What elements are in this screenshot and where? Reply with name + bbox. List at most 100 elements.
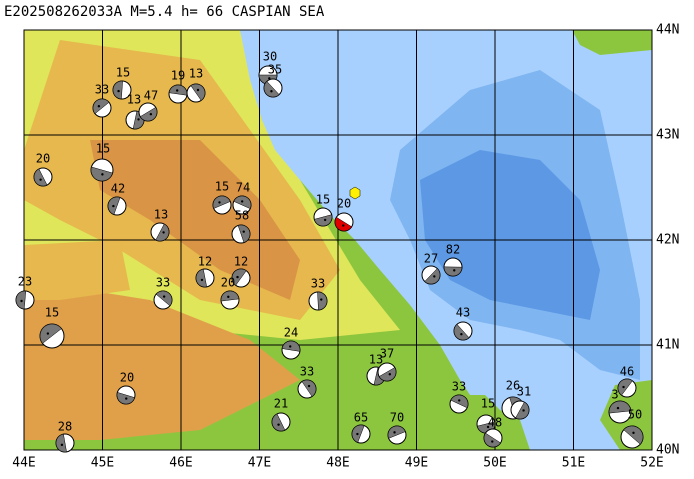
sea-deeper [420, 150, 600, 320]
beachball-p-axis [491, 440, 494, 443]
land [330, 390, 440, 450]
beachball-quadrant [237, 224, 251, 243]
beachball-p-axis [218, 201, 221, 204]
lon-label: 46E [169, 456, 192, 471]
beachball-quadrant [15, 290, 27, 310]
beachball-p-axis [289, 345, 292, 348]
beachball-p-axis [112, 204, 115, 208]
beachball-p-axis [323, 218, 327, 222]
lon-label: 48E [326, 456, 349, 471]
depth-label: 20 [337, 197, 351, 211]
beachball-quadrant [195, 268, 208, 288]
depth-label: 35 [268, 63, 282, 77]
depth-label: 13 [189, 67, 203, 81]
depth-label: 42 [111, 182, 125, 196]
beachball-p-axis [125, 397, 128, 400]
beachball-p-axis [162, 295, 166, 298]
beachball-quadrant [231, 268, 247, 286]
depth-label: 47 [144, 89, 158, 103]
depth-label: 13 [369, 353, 383, 367]
beachball-quadrant [313, 214, 333, 227]
lon-label: 51E [562, 456, 585, 471]
beachball-p-axis [356, 432, 359, 436]
beachball-p-axis [458, 399, 461, 402]
beachball-p-axis [242, 230, 245, 233]
depth-label: 58 [235, 209, 249, 223]
lat-label: 43N [656, 128, 679, 143]
depth-label: 24 [284, 326, 298, 340]
beachball-quadrant [623, 425, 644, 445]
depth-label: 20 [36, 152, 50, 166]
beachball-p-axis [433, 275, 436, 278]
beachball-quadrant [301, 379, 317, 397]
depth-label: 33 [156, 276, 170, 290]
terrain [90, 140, 300, 300]
depth-label: 15 [316, 193, 330, 207]
beachball-p-axis [522, 409, 525, 412]
beachball-p-axis [622, 385, 625, 389]
beachball-p-axis [101, 173, 104, 176]
beachball-p-axis [149, 113, 153, 116]
beachball-quadrant [112, 80, 123, 100]
beachball-p-axis [236, 275, 239, 279]
beachball-p-axis [277, 423, 280, 426]
beachball-quadrant [387, 425, 406, 439]
depth-label: 70 [390, 411, 404, 425]
beachball-p-axis [46, 332, 50, 335]
beachball-p-axis [196, 88, 200, 92]
beachball-p-axis [320, 298, 323, 301]
beachball-quadrant [190, 83, 206, 101]
beachball-p-axis [200, 278, 204, 282]
lon-label: 49E [405, 456, 428, 471]
depth-label: 37 [380, 347, 394, 361]
lon-label: 47E [248, 456, 271, 471]
beachball-quadrant [608, 400, 632, 414]
map-frame [23, 29, 653, 451]
beachball-p-axis [117, 89, 120, 93]
epicenter-marker [349, 186, 361, 200]
beachball-p-axis [240, 200, 244, 203]
depth-label: 23 [18, 275, 32, 289]
depth-label: 15 [116, 66, 130, 80]
lat-label: 40N [656, 443, 679, 458]
beachball-p-axis [268, 77, 271, 80]
beachball-p-axis [60, 443, 64, 447]
depth-label: 30 [263, 50, 277, 64]
beachball-quadrant [139, 107, 158, 122]
depth-label: 65 [354, 411, 368, 425]
beachball-p-axis [137, 118, 140, 121]
depth-label: 13 [127, 93, 141, 107]
depth-label: 31 [517, 385, 531, 399]
beachball-quadrant [515, 401, 530, 420]
lat-label: 42N [656, 233, 679, 248]
depth-label: 82 [446, 243, 460, 257]
beachball-p-axis [307, 384, 311, 388]
lon-label: 50E [483, 456, 506, 471]
depth-label: 20 [120, 371, 134, 385]
depth-label: 33 [452, 380, 466, 394]
beachball-quadrant [317, 291, 328, 311]
depth-label: 15 [96, 142, 110, 156]
beachball-quadrant [378, 367, 397, 382]
depth-label: 21 [274, 397, 288, 411]
beachball-quadrant [39, 323, 62, 344]
depth-label: 50 [628, 408, 642, 422]
depth-label: 15 [45, 306, 59, 320]
beachball-p-axis [227, 295, 230, 299]
lon-label: 45E [91, 456, 114, 471]
beachball-quadrant [617, 378, 633, 396]
depth-label: 33 [95, 83, 109, 97]
depth-label: 33 [300, 365, 314, 379]
depth-label: 33 [311, 277, 325, 291]
beachball-quadrant [443, 266, 463, 277]
beachball-p-axis [486, 425, 490, 429]
beachball-quadrant [424, 268, 441, 285]
depth-label: 13 [154, 208, 168, 222]
depth-label: 20 [221, 276, 235, 290]
depth-label: 19 [171, 69, 185, 83]
beachball-p-axis [388, 373, 392, 376]
depth-label: 27 [424, 252, 438, 266]
beachball-quadrant [263, 81, 280, 98]
